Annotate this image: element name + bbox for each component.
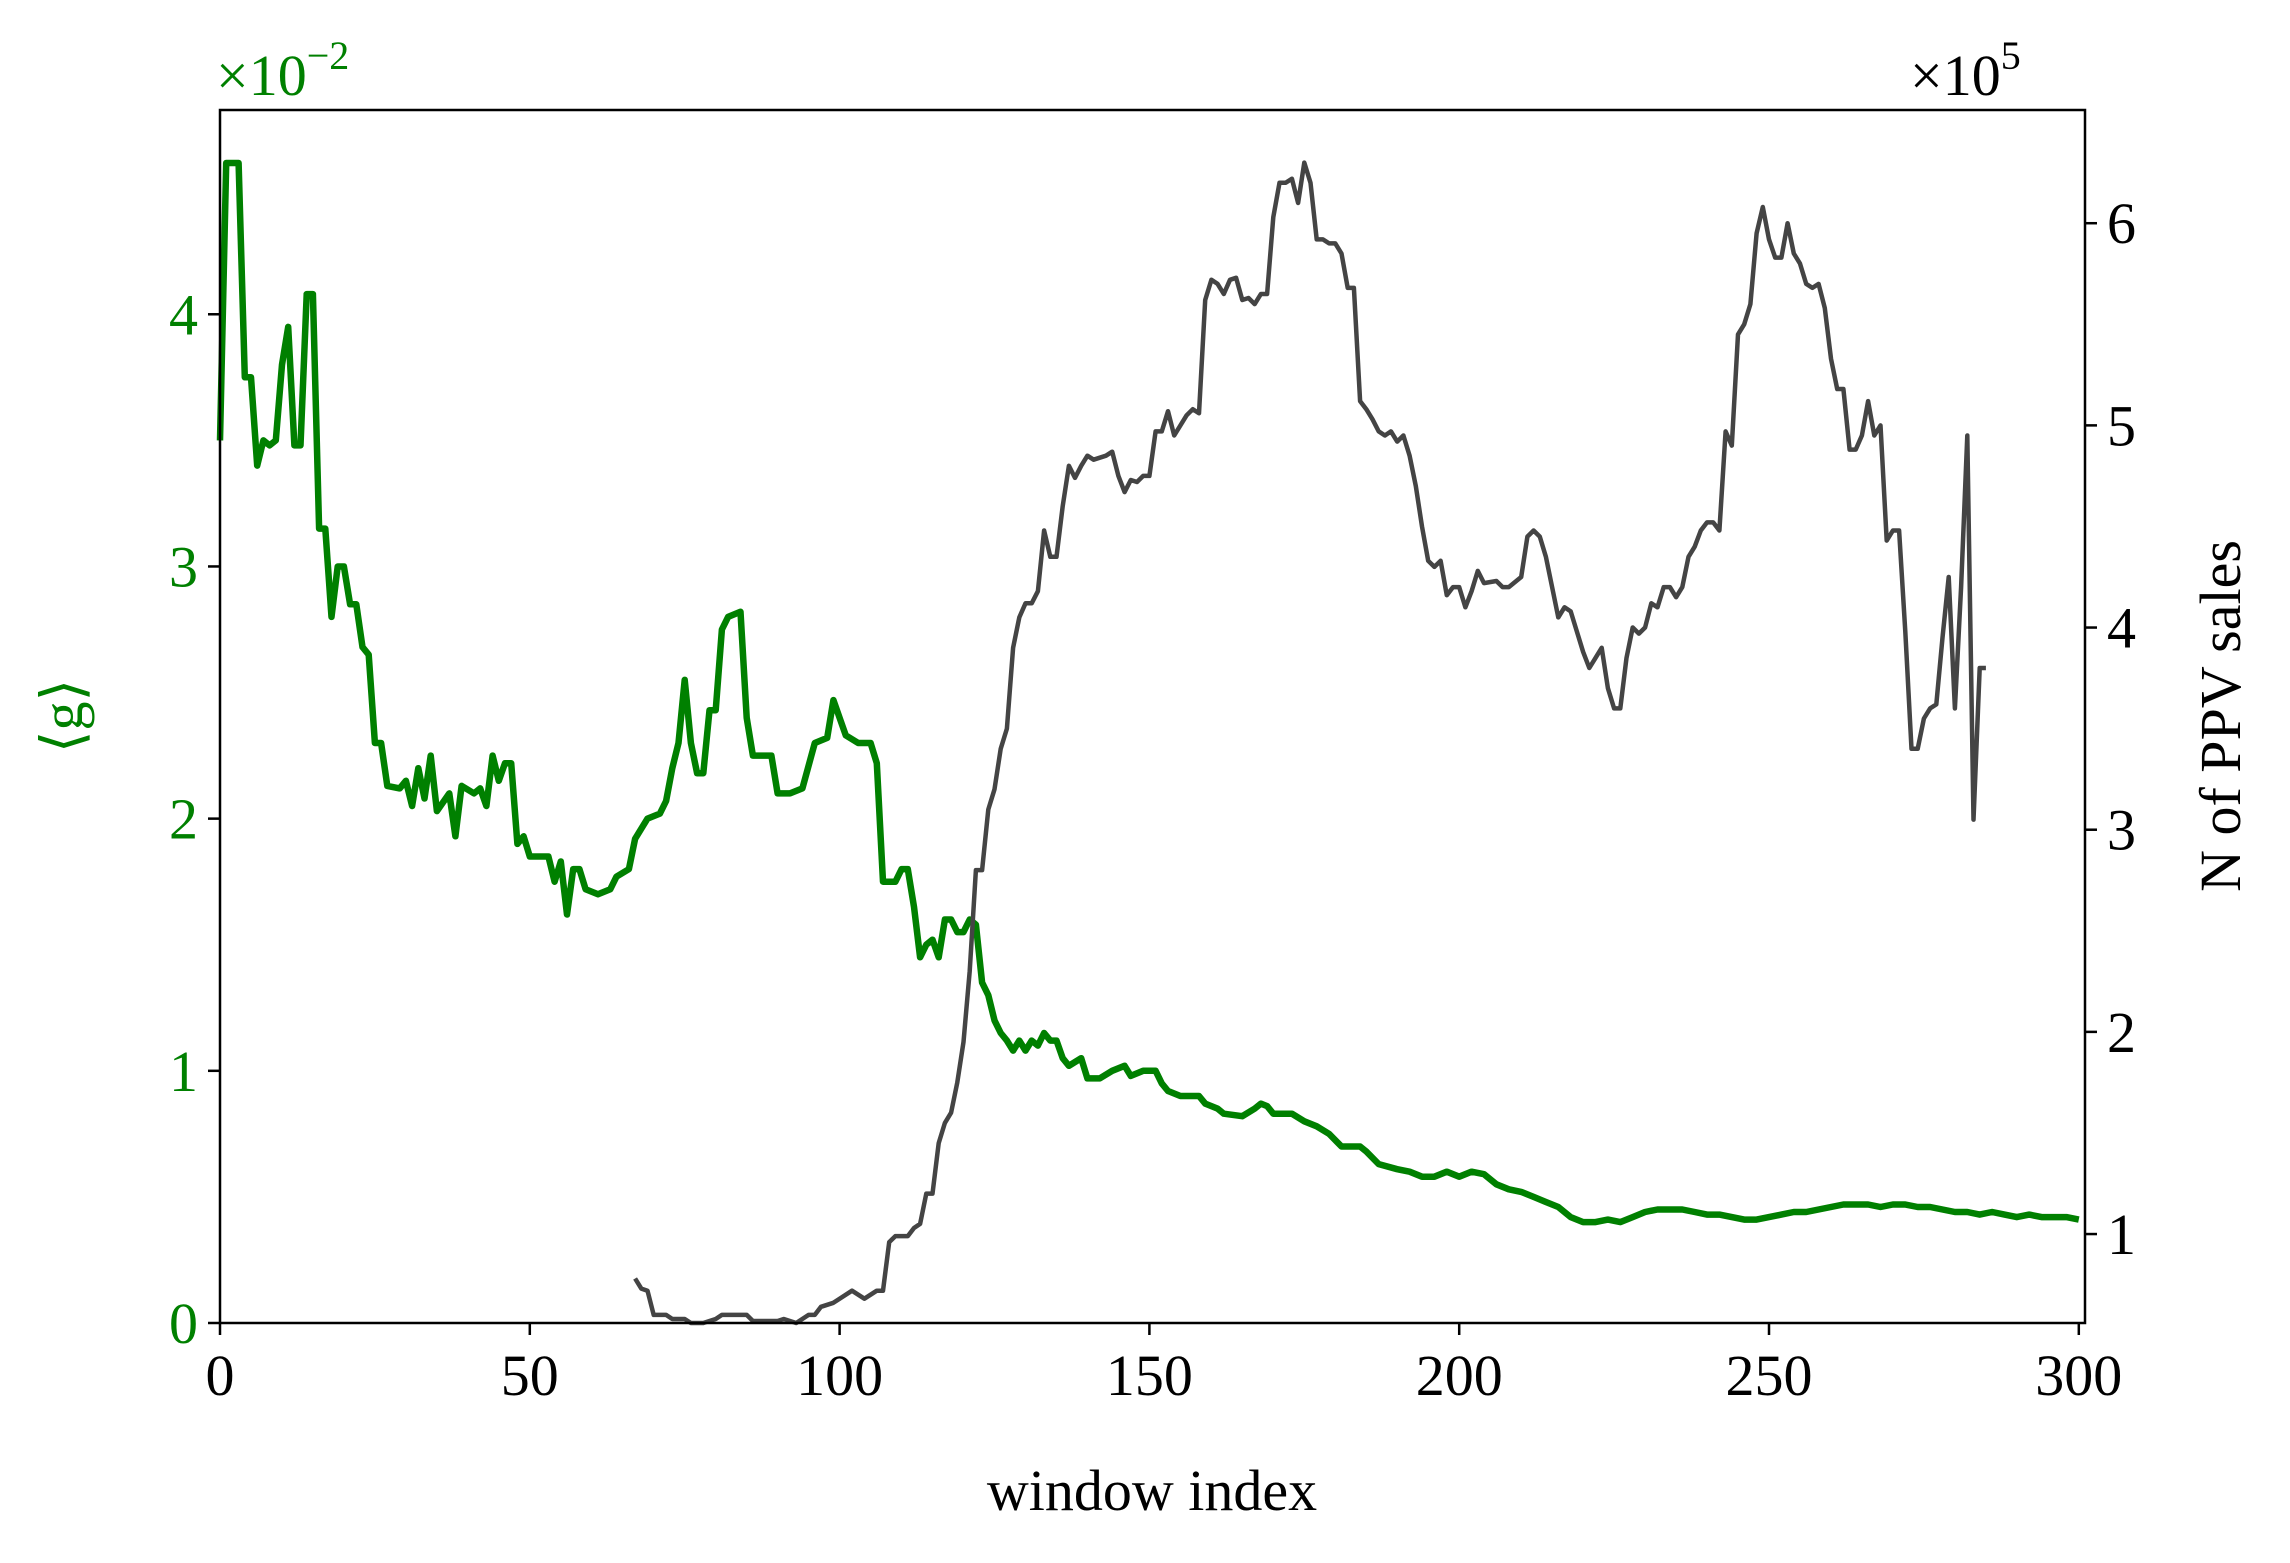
- x-tick-label: 300: [2035, 1343, 2122, 1408]
- y-axis-label: ⟨g⟩: [30, 679, 95, 753]
- y2-tick-label: 5: [2107, 393, 2136, 458]
- y2-offset-base: ×10: [1910, 43, 2001, 108]
- y2-tick-label: 6: [2107, 191, 2136, 256]
- y-tick-label: 3: [169, 534, 198, 599]
- x-tick-label: 150: [1106, 1343, 1193, 1408]
- data-line: [216, 159, 2080, 1226]
- x-axis-label: window index: [987, 1458, 1317, 1523]
- y2-axis-label: N of PPV sales: [2188, 540, 2253, 892]
- y-offset-base: ×10: [216, 43, 307, 108]
- y2-tick-label: 1: [2107, 1202, 2136, 1267]
- y2-offset-exponent: 5: [2001, 33, 2021, 78]
- x-tick-label: 0: [206, 1343, 235, 1408]
- y2-offset: ×105: [1910, 33, 2021, 108]
- y2-tick-label: 4: [2107, 596, 2136, 661]
- data-line: [633, 160, 1986, 1326]
- x-tick-label: 100: [796, 1343, 883, 1408]
- y-tick-label: 1: [169, 1039, 198, 1104]
- y-tick-label: 0: [169, 1291, 198, 1356]
- y-tick-label: 4: [169, 282, 198, 347]
- y2-tick-label: 2: [2107, 1000, 2136, 1065]
- y2-tick-label: 3: [2107, 798, 2136, 863]
- y-offset-exponent: −2: [307, 33, 350, 78]
- x-tick-label: 50: [501, 1343, 559, 1408]
- y-offset: ×10−2: [216, 33, 349, 108]
- plot-frame: [218, 108, 2087, 1325]
- x-tick-label: 250: [1726, 1343, 1813, 1408]
- x-tick-label: 200: [1416, 1343, 1503, 1408]
- y-tick-label: 2: [169, 787, 198, 852]
